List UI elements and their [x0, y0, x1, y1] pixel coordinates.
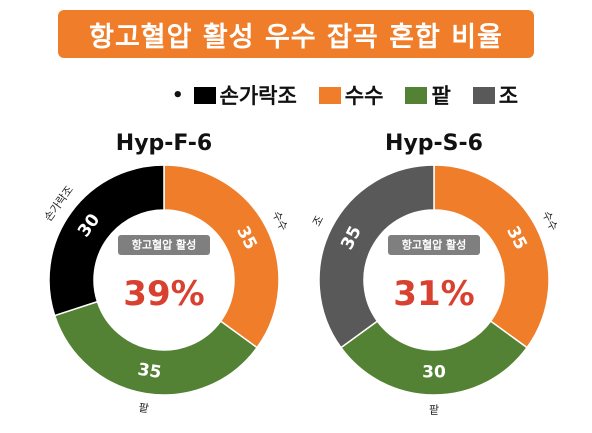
slice-value-label: 35	[136, 360, 163, 383]
legend-swatch	[472, 86, 495, 104]
legend-swatch	[193, 86, 216, 104]
donut-slice	[318, 164, 435, 349]
donut-slice	[433, 164, 550, 349]
center-badge	[388, 235, 480, 255]
legend-label: 수수	[344, 84, 384, 108]
donut-slice	[339, 320, 529, 396]
legend-label: 손가락조	[219, 84, 297, 108]
slice-value-label: 30	[422, 363, 446, 383]
legend-item-red-bean: 팥	[405, 80, 451, 110]
center-value: 31%	[393, 274, 474, 314]
chart-title: 항고혈압 활성 우수 잡곡 혼합 비율	[58, 10, 534, 58]
legend: • 손가락조 수수 팥 조	[172, 82, 540, 108]
slice-category-label: 수수	[269, 209, 290, 233]
slice-category-label: 팥	[429, 404, 439, 417]
legend-bullet: •	[172, 84, 184, 106]
legend-label: 팥	[431, 84, 451, 108]
center-badge-label: 항고혈압 활성	[132, 238, 197, 252]
chart-title-1: Hyp-F-6	[116, 131, 212, 156]
legend-item-sorghum: 수수	[318, 80, 384, 110]
center-badge-label: 항고혈압 활성	[402, 238, 467, 252]
center-value: 39%	[123, 274, 204, 314]
donut-slice	[163, 164, 280, 349]
legend-item-foxtail-millet: 조	[472, 80, 519, 110]
legend-item-finger-millet: 손가락조	[193, 80, 297, 110]
slice-category-label: 조	[310, 214, 326, 229]
chart-title-2: Hyp-S-6	[385, 131, 483, 156]
center-badge	[118, 235, 210, 255]
slice-category-label: 수수	[539, 209, 560, 233]
legend-label: 조	[498, 84, 519, 108]
slice-category-label: 팥	[138, 401, 150, 415]
donut-slice	[53, 300, 259, 396]
legend-swatch	[405, 86, 428, 104]
donut-slice	[48, 164, 165, 317]
legend-swatch	[318, 86, 341, 104]
